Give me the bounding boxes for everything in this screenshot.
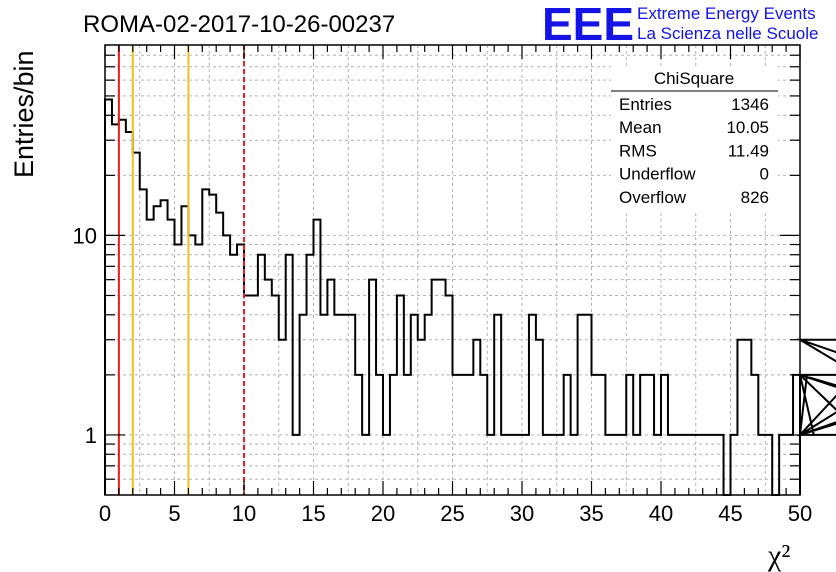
stats-row-value: 1346	[731, 95, 769, 114]
chart-title: ROMA-02-2017-10-26-00237	[83, 11, 395, 38]
x-tick-label: 40	[649, 501, 673, 526]
y-axis-label: Entries/bin	[9, 50, 39, 178]
stats-row-label: Entries	[619, 95, 672, 114]
logo-line-1: Extreme Energy Events	[637, 4, 816, 23]
stats-row-label: RMS	[619, 141, 657, 160]
stats-row-label: Underflow	[619, 165, 696, 184]
histogram-outline	[104, 98, 836, 496]
stats-row-label: Overflow	[619, 188, 687, 207]
x-tick-label: 0	[99, 501, 111, 526]
axis-ticks	[104, 45, 801, 495]
y-tick-label: 1	[85, 423, 97, 448]
stats-box-background	[611, 66, 778, 212]
x-tick-label: 25	[440, 501, 464, 526]
x-tick-label: 35	[579, 501, 603, 526]
x-tick-label: 5	[168, 501, 180, 526]
stats-row-value: 11.49	[728, 141, 769, 160]
histogram-series	[104, 98, 836, 496]
y-tick-labels: 1 10	[73, 223, 97, 448]
y-tick-label: 10	[73, 223, 97, 248]
x-axis-label: χ²	[767, 539, 790, 572]
stats-rows: Entries 1346 Mean 10.05 RMS 11.49 Underflow 0 Ov…	[619, 95, 769, 207]
x-tick-label: 20	[371, 501, 395, 526]
stats-title: ChiSquare	[654, 69, 734, 88]
x-tick-label: 50	[788, 501, 812, 526]
stats-row-value: 826	[741, 188, 769, 207]
logo-line-2: La Scienza nelle Scuole	[637, 24, 818, 43]
stats-box: ChiSquare Entries 1346 Mean 10.05 RMS 11.49 Un…	[611, 66, 778, 212]
x-tick-label: 10	[232, 501, 256, 526]
eee-logo-mark: EEE	[542, 0, 634, 50]
x-tick-label: 30	[510, 501, 534, 526]
x-tick-label: 45	[718, 501, 742, 526]
x-tick-label: 15	[301, 501, 325, 526]
eee-logo: EEE Extreme Energy Events La Scienza nel…	[542, 0, 818, 50]
threshold-lines	[117, 45, 245, 495]
x-tick-labels: 0 5 10 15 20 25 30 35 40 45 50	[99, 501, 812, 526]
grid	[105, 45, 800, 495]
stats-row-value: 0	[760, 165, 769, 184]
stats-row-label: Mean	[619, 118, 662, 137]
stats-row-value: 10.05	[726, 118, 769, 137]
